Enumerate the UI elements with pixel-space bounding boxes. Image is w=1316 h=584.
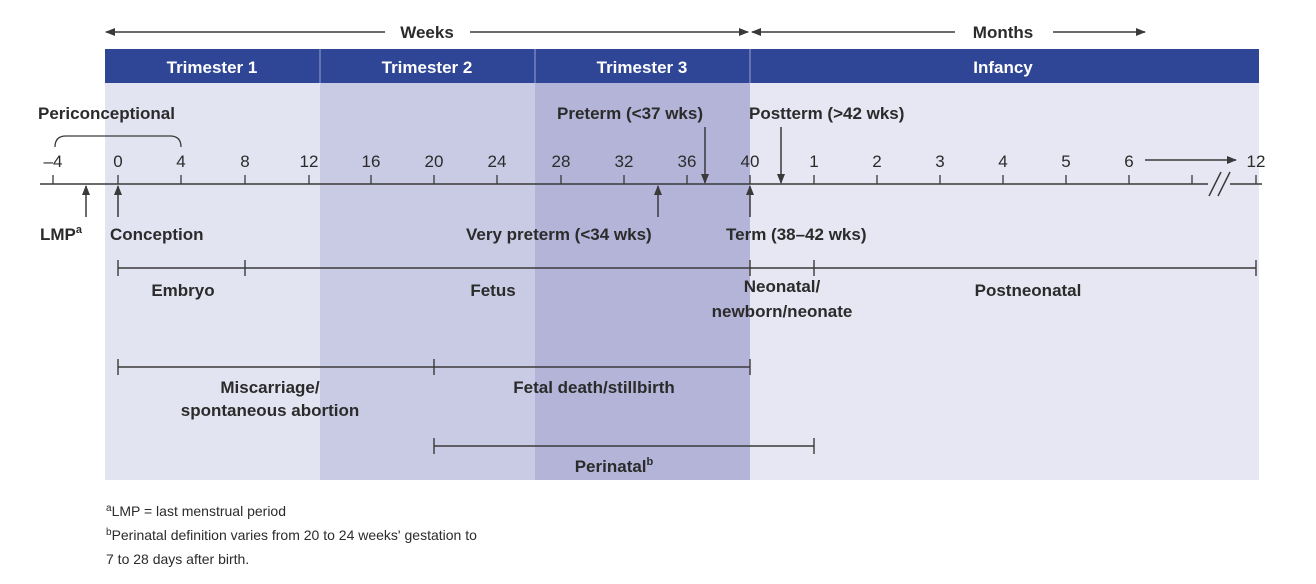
footnote-b-marker: b [106, 527, 112, 538]
perinatal-range [433, 438, 815, 454]
footnote-b: bPerinatal definition varies from 20 to … [106, 527, 477, 543]
footnotes: aLMP = last menstrual period bPerinatal … [106, 503, 477, 567]
month-tick-label: 6 [1124, 152, 1133, 171]
week-tick-label: 20 [425, 152, 444, 171]
weeks-label: Weeks [400, 23, 454, 42]
periconceptional-bracket [54, 135, 182, 148]
week-tick-label: 16 [362, 152, 381, 171]
periconceptional-label: Periconceptional [38, 104, 175, 123]
term-label: Term (38–42 wks) [726, 225, 866, 244]
footnote-a-marker: a [106, 503, 112, 514]
fetus-label: Fetus [470, 281, 515, 300]
week-tick-labels: –4 0 4 8 12 16 20 24 28 32 36 40 [44, 152, 760, 171]
header-bar [105, 49, 1259, 83]
axis-break-icon [1208, 171, 1231, 197]
month-tick-label: 1 [809, 152, 818, 171]
period-trimester-2: Trimester 2 [382, 58, 473, 77]
band-trimester-2 [320, 49, 535, 480]
conception-label: Conception [110, 225, 204, 244]
fetal-death-label: Fetal death/stillbirth [513, 378, 675, 397]
neonatal-label-line2: newborn/neonate [712, 302, 853, 321]
very-preterm-label: Very preterm (<34 wks) [466, 225, 652, 244]
band-trimester-3 [535, 49, 750, 480]
development-ranges [117, 260, 1257, 276]
band-infancy [750, 49, 1259, 480]
week-tick-label: 32 [615, 152, 634, 171]
month-tick-label: 5 [1061, 152, 1070, 171]
month-tick-label: 4 [998, 152, 1007, 171]
preterm-label: Preterm (<37 wks) [557, 104, 703, 123]
footnote-a-text: LMP = last menstrual period [112, 503, 286, 519]
week-tick-label: 36 [678, 152, 697, 171]
miscarriage-label-line1: Miscarriage/ [220, 378, 319, 397]
lmp-text: LMP [40, 225, 76, 244]
perinatal-label: Perinatalb [575, 456, 654, 476]
postneonatal-label: Postneonatal [975, 281, 1082, 300]
neonatal-label-line1: Neonatal/ [744, 277, 821, 296]
week-tick-label: 40 [741, 152, 760, 171]
footnote-a: aLMP = last menstrual period [106, 503, 286, 519]
period-trimester-3: Trimester 3 [597, 58, 688, 77]
period-infancy: Infancy [973, 58, 1033, 77]
perinatal-superscript: b [647, 456, 654, 468]
loss-ranges [117, 359, 751, 375]
axis-ticks [52, 175, 1257, 184]
postterm-label: Postterm (>42 wks) [749, 104, 904, 123]
footnote-b-line2: 7 to 28 days after birth. [106, 551, 249, 567]
week-tick-label: 0 [113, 152, 122, 171]
week-tick-label: 28 [552, 152, 571, 171]
band-trimester-1 [105, 49, 320, 480]
week-tick-label: 4 [176, 152, 185, 171]
embryo-label: Embryo [151, 281, 214, 300]
month-tick-label: 2 [872, 152, 881, 171]
week-tick-label: 8 [240, 152, 249, 171]
perinatal-text: Perinatal [575, 457, 647, 476]
month-tick-labels: 1 2 3 4 5 6 12 [809, 152, 1265, 171]
miscarriage-label-line2: spontaneous abortion [181, 401, 360, 420]
months-label: Months [973, 23, 1033, 42]
month-tick-label: 3 [935, 152, 944, 171]
month-tick-label: 12 [1247, 152, 1266, 171]
week-tick-label: 12 [300, 152, 319, 171]
lmp-label: LMPa [40, 224, 83, 244]
lmp-superscript: a [76, 224, 83, 236]
week-tick-label: –4 [44, 152, 63, 171]
footnote-b-text: Perinatal definition varies from 20 to 2… [112, 527, 478, 543]
period-trimester-1: Trimester 1 [167, 58, 258, 77]
week-tick-label: 24 [488, 152, 507, 171]
